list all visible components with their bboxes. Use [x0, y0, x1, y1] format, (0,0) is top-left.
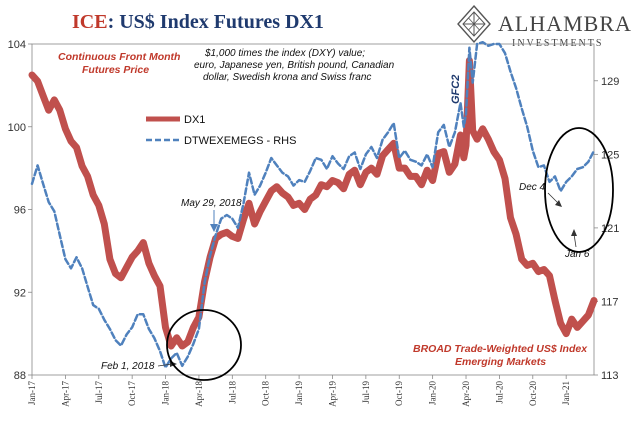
logo-name: ALHAMBRA — [498, 11, 632, 36]
y-left-tick-label: 104 — [8, 39, 26, 51]
series-layer — [28, 40, 598, 369]
y-axis-right: 113 117 121 125 129 — [594, 76, 619, 382]
x-tick-label: Apr-18 — [194, 381, 204, 407]
note-gfc2: GFC2 — [450, 75, 462, 104]
x-tick-label: Oct-17 — [127, 381, 137, 406]
x-axis: Jan-17 Apr-17 Jul-17 Oct-17 Jan-18 Apr-18 Jul-… — [27, 375, 571, 407]
note-dxy-3: dollar, Swedish krona and Swiss franc — [203, 72, 371, 83]
highlight-circle-2018 — [166, 309, 242, 381]
x-tick-label: Jan-20 — [428, 381, 438, 405]
y-axis-left: 88 92 96 100 104 — [8, 39, 32, 382]
x-tick-label: Jul-20 — [494, 381, 504, 404]
x-tick-label: Jan-19 — [294, 381, 304, 405]
x-tick-label: Oct-20 — [528, 381, 538, 406]
note-feb1: Feb 1, 2018 — [101, 361, 155, 372]
arrow-jan6 — [573, 233, 577, 248]
series-line-broad — [30, 40, 596, 369]
x-tick-label: Jul-18 — [227, 381, 237, 404]
x-tick-label: Jul-17 — [94, 381, 104, 404]
note-continuous-2: Futures Price — [82, 64, 149, 76]
x-tick-label: Apr-19 — [327, 381, 337, 407]
chart-title: ICE: US$ Index Futures DX1 — [72, 11, 324, 33]
y-left-tick-label: 88 — [14, 370, 26, 382]
x-tick-label: Oct-19 — [394, 381, 404, 406]
x-tick-label: Apr-17 — [60, 381, 70, 407]
y-left-tick-label: 100 — [8, 122, 26, 134]
y-right-tick-label: 121 — [601, 223, 619, 235]
x-tick-label: Jan-17 — [27, 381, 37, 405]
y-right-tick-label: 113 — [601, 370, 619, 382]
y-right-tick-label: 125 — [601, 149, 619, 161]
arrow-dec4-head — [555, 200, 562, 207]
arrow-dec4 — [547, 192, 559, 204]
legend: DX1 DTWEXEMEGS - RHS — [146, 114, 296, 147]
arrow-may29-head — [210, 224, 218, 232]
logo-emblem-icon — [457, 4, 491, 44]
note-continuous-1: Continuous Front Month — [58, 51, 180, 63]
x-tick-label: Oct-18 — [261, 381, 271, 406]
y-left-tick-label: 96 — [14, 205, 26, 217]
note-dxy-1: $1,000 times the index (DXY) value; — [204, 48, 365, 59]
x-tick-label: Jan-18 — [161, 381, 171, 405]
logo-sub: INVESTMENTS — [512, 38, 603, 49]
y-right-tick-label: 117 — [601, 296, 619, 308]
y-right-tick-label: 129 — [601, 76, 619, 88]
arrow-feb1 — [157, 363, 173, 367]
series-line-dx1 — [28, 57, 598, 350]
y-left-tick-label: 92 — [14, 287, 26, 299]
legend-label-dx1: DX1 — [184, 114, 205, 126]
note-dxy-2: euro, Japanese yen, British pound, Canad… — [194, 60, 395, 71]
x-tick-label: Apr-20 — [461, 381, 471, 407]
title-rest: : US$ Index Futures DX1 — [108, 11, 324, 33]
legend-label-broad: DTWEXEMEGS - RHS — [184, 135, 296, 147]
note-dec4: Dec 4 — [519, 182, 546, 193]
arrow-jan6-head — [571, 229, 577, 236]
x-tick-label: Jan-21 — [561, 381, 571, 405]
title-ice: ICE — [72, 11, 108, 33]
note-broad-2: Emerging Markets — [455, 356, 546, 368]
note-may29: May 29, 2018 — [181, 198, 242, 209]
note-jan6: Jan 6 — [564, 249, 590, 260]
highlight-circle-2021 — [544, 127, 614, 253]
note-broad-1: BROAD Trade-Weighted US$ Index — [413, 343, 588, 355]
alhambra-logo: ALHAMBRA INVESTMENTS — [457, 4, 632, 49]
x-tick-label: Jul-19 — [361, 381, 371, 404]
